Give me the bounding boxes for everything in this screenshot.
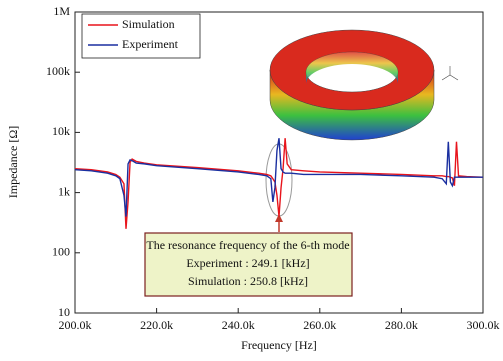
x-tick-label: 280.0k	[385, 318, 418, 332]
annotation: The resonance frequency of the 6-th mode	[146, 238, 349, 252]
ring-illustration	[270, 30, 458, 140]
x-tick-label: 240.0k	[222, 318, 255, 332]
x-tick-label: 260.0k	[303, 318, 336, 332]
series-line	[75, 138, 483, 216]
y-tick-label: 1M	[53, 4, 70, 18]
legend: Simulation Experiment	[82, 14, 200, 58]
x-axis-label: Frequency [Hz]	[241, 338, 317, 352]
annotation: Experiment : 249.1 [kHz]	[186, 256, 309, 270]
x-tick-label: 300.0k	[467, 318, 500, 332]
highlight-ellipse	[266, 144, 292, 216]
y-tick-label: 10	[58, 305, 70, 319]
series-line	[75, 138, 483, 229]
x-tick-label: 200.0k	[59, 318, 92, 332]
annotation: Simulation : 250.8 [kHz]	[188, 274, 308, 288]
y-tick-label: 10k	[52, 124, 70, 138]
y-tick-label: 100k	[46, 64, 70, 78]
y-tick-label: 1k	[58, 184, 70, 198]
x-tick-label: 220.0k	[140, 318, 173, 332]
legend-label: Simulation	[122, 17, 175, 31]
y-axis-label: Impedance [Ω]	[6, 126, 20, 199]
chart: Frequency [Hz] Impedance [Ω] Simulation E…	[0, 0, 503, 356]
legend-label: Experiment	[122, 37, 179, 51]
y-tick-label: 100	[52, 245, 70, 259]
